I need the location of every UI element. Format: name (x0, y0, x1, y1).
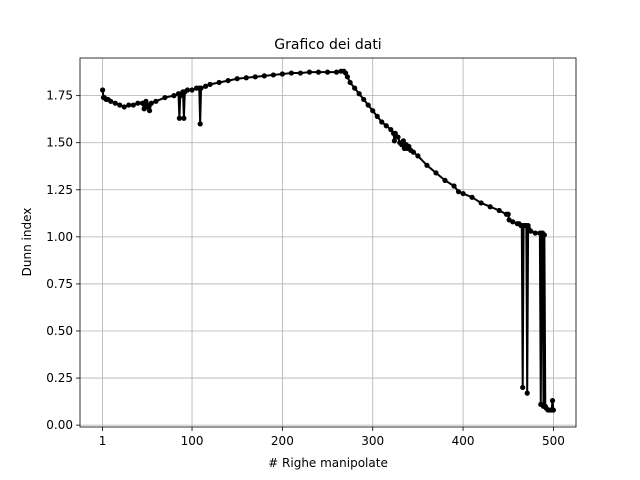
data-point (520, 384, 526, 391)
data-point (117, 102, 123, 108)
data-point (392, 130, 398, 136)
data-point (356, 91, 362, 97)
data-point (225, 77, 231, 84)
data-point (270, 72, 276, 78)
data-point (306, 69, 313, 75)
plot-frame (79, 57, 577, 428)
data-point (415, 153, 421, 159)
data-point (216, 79, 222, 86)
data-point (99, 87, 106, 93)
data-point (532, 230, 538, 236)
data-point (433, 170, 439, 176)
data-point (130, 102, 136, 108)
y-tick-label: 0.50 (46, 324, 73, 338)
data-point (135, 100, 141, 106)
data-point (410, 149, 416, 155)
data-point (202, 83, 209, 89)
data-point (391, 138, 397, 144)
data-point (510, 219, 516, 225)
data-point (347, 79, 353, 86)
data-point (252, 74, 258, 80)
data-point (146, 108, 153, 114)
data-point (324, 69, 331, 75)
grid (80, 58, 576, 427)
data-point (288, 70, 295, 76)
y-tick-label: 1.00 (46, 230, 73, 244)
data-point (487, 204, 493, 210)
data-point (315, 69, 322, 75)
data-point (496, 207, 502, 214)
y-tick-label: 0.00 (46, 418, 73, 432)
x-tick-label: 400 (452, 434, 475, 448)
x-axis-label: # Righe manipolate (268, 456, 388, 470)
data-point (171, 93, 177, 99)
data-point (234, 76, 240, 82)
data-point (261, 73, 267, 79)
x-axis: 1 100 200 300 400 500 (99, 427, 565, 448)
data-point (243, 75, 249, 81)
data-point (143, 98, 149, 104)
data-point (181, 115, 187, 121)
x-tick-label: 1 (99, 434, 107, 448)
data-point (505, 211, 511, 217)
data-point (352, 85, 358, 91)
data-point (370, 108, 376, 114)
y-tick-label: 0.25 (46, 371, 73, 385)
y-axis: 0.00 0.25 0.50 0.75 1.00 1.25 1.50 1.75 (46, 89, 80, 432)
data-point (442, 177, 448, 183)
y-tick-label: 1.25 (46, 183, 73, 197)
data-point (460, 190, 466, 197)
chart-title: Grafico dei dati (274, 37, 381, 53)
data-point (541, 232, 547, 238)
data-point (361, 96, 367, 103)
y-tick-label: 1.75 (46, 89, 73, 103)
data-point (197, 121, 203, 127)
data-point (297, 70, 304, 76)
data-point (108, 98, 114, 104)
x-tick-label: 100 (181, 434, 204, 448)
data-point (176, 115, 182, 121)
x-tick-label: 300 (361, 434, 384, 448)
data-point (388, 126, 394, 133)
series-points-group (99, 68, 557, 413)
data-point (478, 200, 484, 206)
data-point (112, 100, 118, 106)
data-point (153, 98, 159, 104)
data-point (121, 104, 127, 110)
data-point (279, 71, 285, 77)
data-point (528, 228, 534, 234)
data-point (198, 85, 204, 91)
data-point (333, 69, 340, 75)
data-point (524, 390, 530, 396)
data-point (549, 398, 556, 404)
data-point (184, 87, 191, 93)
y-axis-label: Dunn index (20, 208, 34, 277)
data-point (207, 81, 213, 87)
data-point (189, 87, 195, 93)
data-point (383, 123, 389, 129)
data-point (455, 189, 462, 195)
data-point (379, 119, 385, 125)
data-point (374, 113, 380, 119)
data-point (424, 162, 430, 168)
plot-area (80, 58, 576, 427)
data-point (148, 100, 154, 106)
data-point (550, 407, 557, 413)
y-tick-label: 0.75 (46, 277, 73, 291)
y-tick-label: 1.50 (46, 136, 73, 150)
x-tick-label: 500 (542, 434, 565, 448)
data-point (126, 102, 132, 108)
data-point (344, 74, 351, 80)
data-point (469, 194, 475, 200)
data-point (395, 134, 401, 140)
data-point (451, 183, 457, 189)
x-tick-label: 200 (271, 434, 294, 448)
data-point (400, 138, 407, 144)
data-point (162, 94, 168, 101)
data-point (365, 102, 371, 108)
